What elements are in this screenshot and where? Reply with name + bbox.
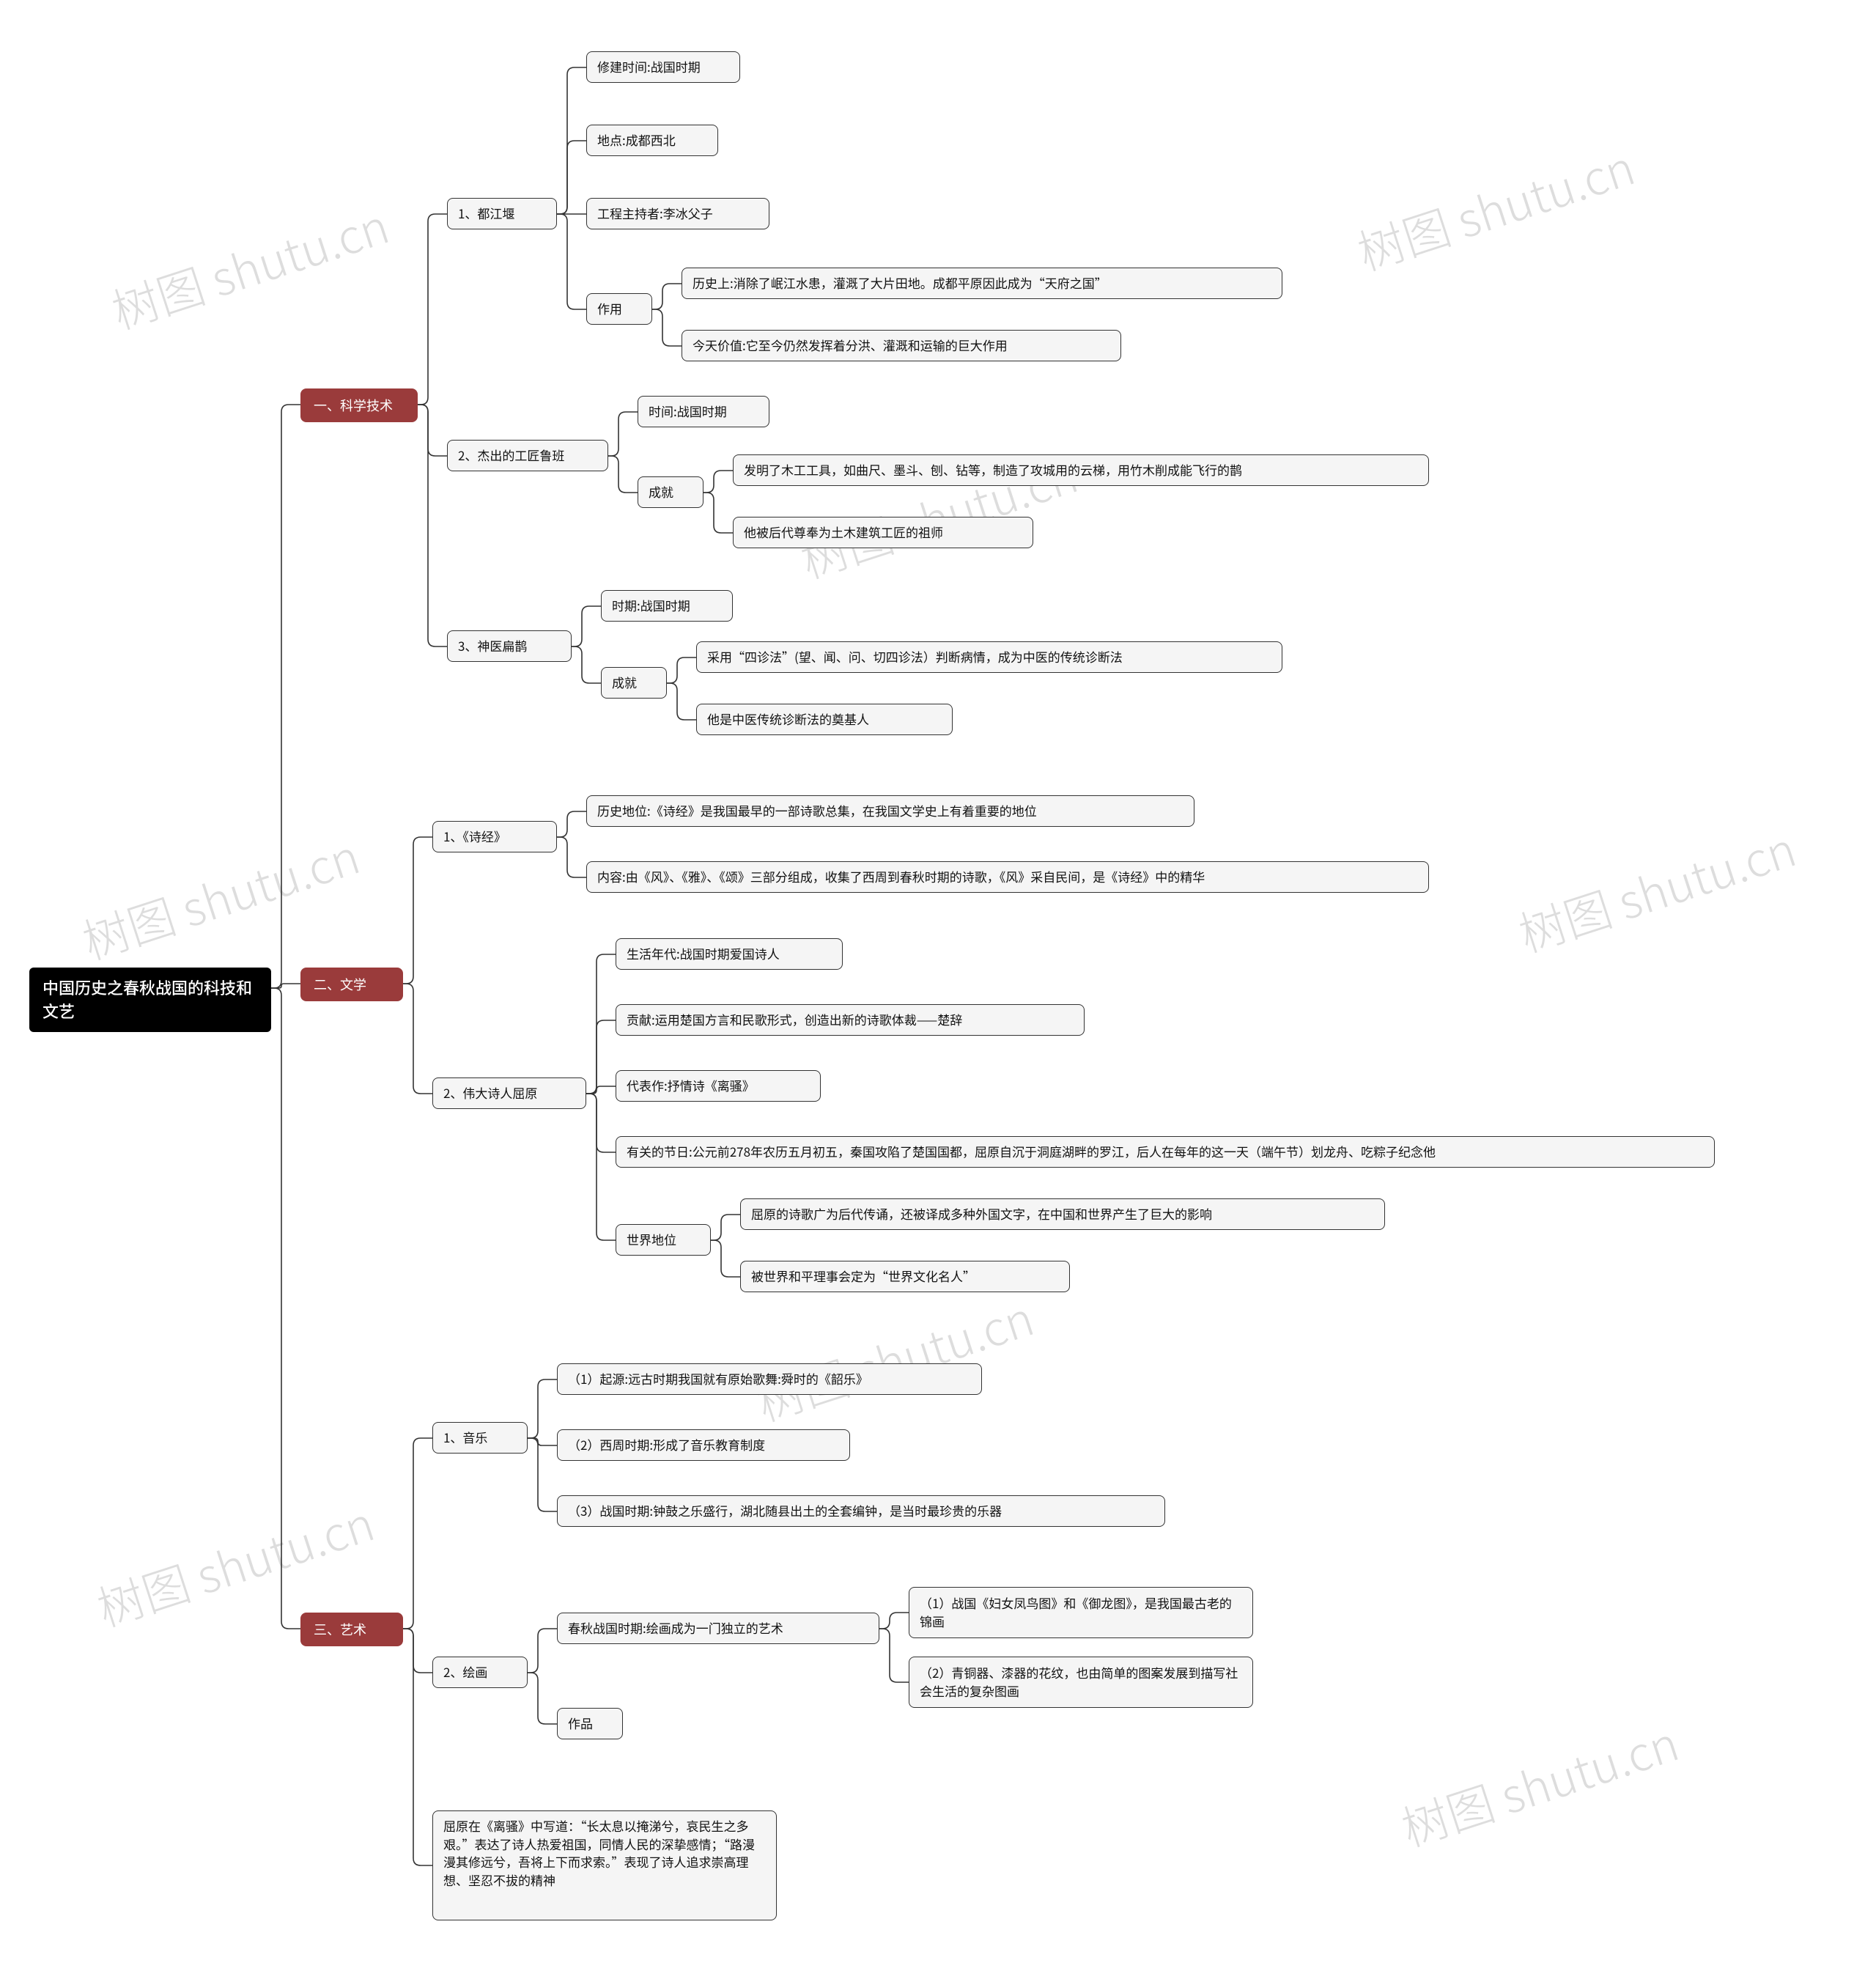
- topic-node: 有关的节日:公元前278年农历五月初五，秦国攻陷了楚国国都，屈原自沉于洞庭湖畔的…: [616, 1136, 1715, 1168]
- topic-node: 世界地位: [616, 1224, 711, 1256]
- topic-node: 时期:战国时期: [601, 590, 733, 622]
- topic-node: 代表作:抒情诗《离骚》: [616, 1070, 821, 1102]
- topic-node: 2、杰出的工匠鲁班: [447, 440, 608, 471]
- topic-node: 发明了木工工具，如曲尺、墨斗、刨、钻等，制造了攻城用的云梯，用竹木削成能飞行的鹊: [733, 454, 1429, 486]
- root-node: 中国历史之春秋战国的科技和文艺: [29, 968, 271, 1032]
- topic-node: 2、绘画: [432, 1657, 528, 1688]
- topic-node: 他是中医传统诊断法的奠基人: [696, 704, 953, 735]
- watermark: 树图 shutu.cn: [73, 820, 367, 973]
- topic-node: （1）战国《妇女凤鸟图》和《御龙图》，是我国最古老的锦画: [909, 1587, 1253, 1638]
- topic-node: 1、都江堰: [447, 198, 557, 229]
- topic-node: 内容:由《风》、《雅》、《颂》三部分组成，收集了西周到春秋时期的诗歌，《风》采自…: [586, 861, 1429, 893]
- topic-node: 3、神医扁鹊: [447, 630, 572, 662]
- topic-node: 工程主持者:李冰父子: [586, 198, 769, 229]
- topic-node: 他被后代尊奉为土木建筑工匠的祖师: [733, 517, 1033, 548]
- topic-node: 今天价值:它至今仍然发挥着分洪、灌溉和运输的巨大作用: [682, 330, 1121, 361]
- topic-node: 作品: [557, 1708, 623, 1739]
- topic-node: （2）青铜器、漆器的花纹，也由简单的图案发展到描写社会生活的复杂图画: [909, 1657, 1253, 1708]
- watermark: 树图 shutu.cn: [747, 1282, 1041, 1435]
- topic-node: （1）起源:远古时期我国就有原始歌舞:舜时的《韶乐》: [557, 1363, 982, 1395]
- topic-node: 成就: [601, 667, 667, 699]
- topic-node: 1、《诗经》: [432, 821, 557, 852]
- topic-node: 生活年代:战国时期爱国诗人: [616, 938, 843, 970]
- mindmap-canvas: 树图 shutu.cn 树图 shutu.cn 树图 shutu.cn 树图 shut…: [0, 0, 1876, 1971]
- category-node: 三、艺术: [300, 1613, 403, 1646]
- topic-node: 屈原在《离骚》中写道：“长太息以掩涕兮，哀民生之多艰。”表达了诗人热爱祖国，同情…: [432, 1810, 777, 1920]
- topic-node: 历史地位:《诗经》是我国最早的一部诗歌总集，在我国文学史上有着重要的地位: [586, 795, 1194, 827]
- topic-node: 时间:战国时期: [638, 396, 769, 427]
- topic-node: 地点:成都西北: [586, 125, 718, 156]
- topic-node: 1、音乐: [432, 1422, 528, 1454]
- watermark: 树图 shutu.cn: [1348, 131, 1642, 284]
- topic-node: 采用“四诊法”(望、闻、问、切四诊法）判断病情，成为中医的传统诊断法: [696, 641, 1282, 673]
- topic-node: 2、伟大诗人屈原: [432, 1077, 586, 1109]
- topic-node: 成就: [638, 476, 704, 508]
- watermark: 树图 shutu.cn: [1510, 813, 1803, 966]
- topic-node: 作用: [586, 293, 652, 325]
- topic-node: 被世界和平理事会定为“世界文化名人”: [740, 1261, 1070, 1292]
- topic-node: （3）战国时期:钟鼓之乐盛行，湖北随县出土的全套编钟，是当时最珍贵的乐器: [557, 1495, 1165, 1527]
- watermark: 树图 shutu.cn: [1392, 1707, 1686, 1860]
- topic-node: 历史上:消除了岷江水患，灌溉了大片田地。成都平原因此成为“天府之国”: [682, 268, 1282, 299]
- topic-node: （2）西周时期:形成了音乐教育制度: [557, 1429, 850, 1461]
- watermark: 树图 shutu.cn: [103, 190, 396, 343]
- category-node: 一、科学技术: [300, 388, 418, 422]
- topic-node: 屈原的诗歌广为后代传诵，还被译成多种外国文字，在中国和世界产生了巨大的影响: [740, 1198, 1385, 1230]
- topic-node: 贡献:运用楚国方言和民歌形式，创造出新的诗歌体裁——楚辞: [616, 1004, 1085, 1036]
- topic-node: 春秋战国时期:绘画成为一门独立的艺术: [557, 1613, 879, 1644]
- category-node: 二、文学: [300, 968, 403, 1001]
- topic-node: 修建时间:战国时期: [586, 51, 740, 83]
